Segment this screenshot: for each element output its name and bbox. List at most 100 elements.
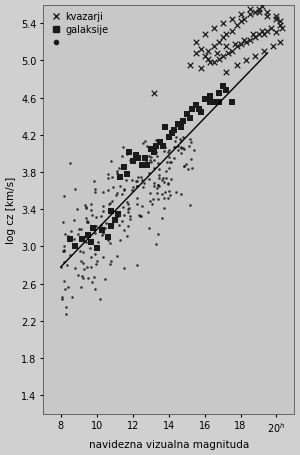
Point — [106, 175, 111, 182]
Point — [179, 145, 184, 152]
Point — [126, 223, 130, 230]
Point — [62, 248, 67, 255]
Point — [178, 138, 183, 146]
Point — [274, 16, 279, 23]
Point — [68, 235, 73, 242]
Point — [148, 157, 152, 164]
Point — [116, 212, 121, 220]
Point — [238, 41, 243, 48]
Point — [235, 62, 239, 70]
Point — [101, 189, 106, 197]
Point — [166, 180, 170, 187]
Point — [229, 48, 234, 56]
Point — [197, 106, 202, 113]
Point — [118, 174, 122, 181]
Point — [82, 234, 87, 241]
Point — [148, 146, 153, 153]
Point — [61, 258, 66, 266]
Point — [278, 19, 283, 26]
Point — [159, 191, 164, 198]
Point — [60, 294, 64, 301]
Point — [88, 254, 93, 262]
Point — [188, 62, 193, 70]
Point — [126, 208, 130, 216]
Point — [166, 134, 171, 141]
Point — [109, 223, 113, 230]
Point — [152, 180, 157, 187]
Point — [101, 254, 106, 261]
Point — [92, 189, 97, 197]
Point — [84, 215, 89, 222]
Point — [139, 174, 143, 182]
Point — [173, 144, 178, 152]
Point — [177, 136, 182, 143]
Point — [81, 249, 86, 257]
Point — [75, 272, 80, 279]
Point — [61, 243, 66, 250]
Point — [208, 60, 212, 67]
Point — [157, 172, 162, 179]
Point — [238, 19, 243, 26]
Point — [161, 205, 166, 212]
Point — [215, 50, 220, 57]
Point — [94, 223, 99, 231]
Point — [88, 240, 93, 248]
Point — [130, 158, 135, 165]
Point — [278, 22, 283, 30]
Point — [157, 182, 162, 190]
Point — [151, 165, 156, 172]
Point — [91, 225, 96, 232]
Point — [265, 10, 270, 17]
Point — [80, 236, 85, 243]
Point — [179, 192, 184, 199]
Point — [242, 16, 247, 23]
Point — [169, 159, 173, 166]
Point — [114, 212, 119, 220]
Point — [95, 258, 100, 265]
Point — [105, 171, 110, 178]
Point — [146, 208, 151, 216]
Point — [280, 25, 284, 32]
Point — [112, 217, 117, 224]
Point — [118, 183, 122, 191]
Point — [72, 217, 76, 225]
Point — [150, 196, 155, 203]
Point — [85, 219, 90, 226]
Point — [146, 224, 151, 232]
Point — [89, 201, 94, 208]
Point — [61, 247, 66, 254]
Point — [114, 192, 118, 200]
Point — [102, 225, 107, 233]
Point — [168, 159, 172, 166]
Point — [70, 293, 75, 301]
Point — [220, 20, 225, 28]
Point — [92, 251, 97, 258]
Point — [166, 147, 171, 154]
Point — [92, 230, 97, 237]
Point — [61, 219, 65, 227]
Point — [163, 124, 167, 131]
Point — [202, 31, 207, 39]
Point — [187, 143, 191, 150]
Point — [188, 202, 193, 209]
Point — [217, 90, 221, 97]
Point — [156, 174, 161, 182]
Point — [68, 236, 72, 243]
Point — [122, 187, 126, 194]
Point — [85, 232, 90, 239]
Point — [148, 198, 153, 205]
Point — [128, 157, 133, 164]
Point — [71, 236, 76, 243]
Point — [256, 10, 261, 17]
Point — [211, 60, 216, 67]
Point — [143, 163, 148, 170]
Point — [129, 177, 134, 184]
Point — [149, 154, 154, 161]
Point — [166, 181, 171, 188]
Point — [137, 213, 142, 220]
Point — [247, 6, 252, 14]
Point — [106, 237, 110, 244]
Point — [127, 148, 131, 156]
Point — [256, 6, 261, 14]
Point — [104, 220, 109, 227]
